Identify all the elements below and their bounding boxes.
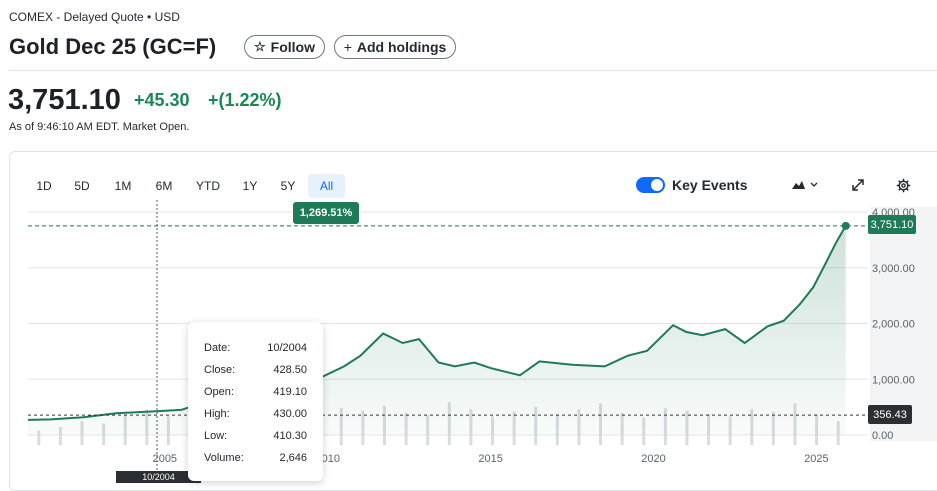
data-tooltip: Date: 10/2004 Close: 428.50 Open: 419.10 High:… <box>188 322 323 481</box>
tooltip-value: 410.30 <box>273 430 307 442</box>
chart-type-button[interactable] <box>790 175 822 195</box>
star-icon: ☆ <box>254 39 266 54</box>
tooltip-value: 430.00 <box>273 408 307 420</box>
current-price-dot <box>841 221 850 230</box>
volume-bar <box>37 430 41 445</box>
settings-button[interactable] <box>893 175 913 195</box>
y-tick-label: 0.00 <box>872 430 893 442</box>
reference-badge <box>868 405 912 424</box>
current-price-badge-label: 3,751.10 <box>871 219 914 231</box>
tooltip-row: Open: 419.10 <box>204 386 307 402</box>
tooltip-value: 419.10 <box>273 386 307 398</box>
y-axis-background <box>870 207 937 441</box>
range-all[interactable]: All <box>308 174 345 198</box>
follow-label: Follow <box>270 39 315 55</box>
y-tick-label: 3,000.00 <box>872 263 915 275</box>
current-price-badge <box>868 215 916 234</box>
range-1y[interactable]: 1Y <box>242 179 258 193</box>
tooltip-row: Low: 410.30 <box>204 430 307 446</box>
range-1d[interactable]: 1D <box>36 179 52 193</box>
range-1m[interactable]: 1M <box>114 179 132 193</box>
reference-badge-label: 356.43 <box>873 409 907 421</box>
tooltip-label: Close: <box>204 364 236 376</box>
plus-icon: + <box>343 39 352 55</box>
tooltip-row: Date: 10/2004 <box>204 342 307 358</box>
range-ytd[interactable]: YTD <box>196 179 220 193</box>
tooltip-label: Open: <box>204 386 234 398</box>
volume-bar <box>58 427 62 445</box>
x-tick-label: 2015 <box>478 453 502 465</box>
price-area <box>28 225 846 435</box>
tooltip-label: High: <box>204 408 230 420</box>
tooltip-value: 10/2004 <box>267 342 307 354</box>
toggle-knob <box>651 179 663 191</box>
header-divider <box>9 70 937 71</box>
gear-icon <box>896 178 910 192</box>
key-events-label: Key Events <box>672 177 748 193</box>
price-change: +45.30 <box>134 90 190 110</box>
y-tick-label: 2,000.00 <box>872 319 915 331</box>
mountain-chart-icon <box>792 181 818 189</box>
tooltip-value: 428.50 <box>273 364 307 376</box>
add-holdings-label: Add holdings <box>356 39 447 55</box>
tooltip-row: Volume: 2,646 <box>204 452 307 468</box>
tooltip-value: 2,646 <box>279 452 307 464</box>
x-tick-label: 2005 <box>153 453 177 465</box>
range-6m[interactable]: 6M <box>155 179 173 193</box>
expand-icon <box>852 179 864 191</box>
tooltip-row: Close: 428.50 <box>204 364 307 380</box>
follow-button[interactable]: ☆ Follow <box>244 35 325 59</box>
tooltip-label: Date: <box>204 342 231 354</box>
range-5d[interactable]: 5D <box>74 179 90 193</box>
range-5y[interactable]: 5Y <box>280 179 296 193</box>
y-tick-label: 1,000.00 <box>872 374 915 386</box>
crosshair-percent-badge: 1,269.51% <box>293 202 359 224</box>
price-change-percent: +(1.22%) <box>208 90 282 110</box>
tooltip-row: High: 430.00 <box>204 408 307 424</box>
expand-button[interactable] <box>848 175 868 195</box>
x-tick-label: 2025 <box>804 453 828 465</box>
price-chart[interactable]: 0.001,000.002,000.003,000.004,000.00 200… <box>0 0 937 481</box>
key-events-toggle[interactable] <box>636 177 665 193</box>
crosshair-date-badge: 10/2004 <box>116 471 201 483</box>
current-price: 3,751.10 <box>8 84 121 116</box>
exchange-label: COMEX - Delayed Quote • USD <box>9 10 180 24</box>
x-tick-label: 2020 <box>641 453 665 465</box>
quote-timestamp: As of 9:46:10 AM EDT. Market Open. <box>9 121 190 133</box>
page-title: Gold Dec 25 (GC=F) <box>9 34 217 59</box>
tooltip-label: Volume: <box>204 452 244 464</box>
add-holdings-button[interactable]: + Add holdings <box>334 35 456 59</box>
tooltip-label: Low: <box>204 430 228 442</box>
